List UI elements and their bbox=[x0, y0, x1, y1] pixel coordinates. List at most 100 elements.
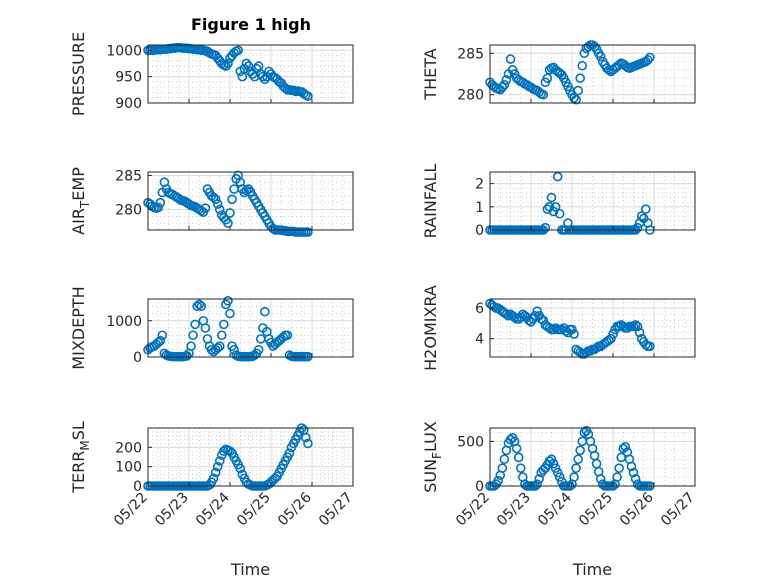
x-tick-label: 05/25 bbox=[576, 490, 616, 530]
x-tick-label: 05/26 bbox=[275, 489, 315, 529]
h2omixra-point bbox=[606, 333, 616, 344]
air-temp-point bbox=[212, 199, 223, 209]
sun-flux-point bbox=[511, 443, 522, 454]
mixdepth-point bbox=[260, 306, 270, 317]
axes-box bbox=[489, 44, 696, 104]
sun-flux-point bbox=[614, 463, 624, 473]
h2omixra-point bbox=[569, 329, 579, 339]
subplot-theta: 280 285 THETA bbox=[421, 40, 696, 105]
mixdepth-point bbox=[212, 343, 223, 353]
x-tick-label: 05/24 bbox=[193, 489, 233, 529]
y-tick-label: 6 bbox=[475, 301, 484, 317]
y-axis-label: AIRTEMP bbox=[69, 167, 92, 235]
terr-msl-point bbox=[303, 438, 313, 449]
sun-flux-point bbox=[571, 463, 581, 473]
mixdepth-point bbox=[253, 344, 264, 355]
y-tick-label: 280 bbox=[457, 88, 484, 104]
terr-msl-point bbox=[212, 461, 223, 472]
pressure-point bbox=[241, 58, 252, 69]
sun-flux-point bbox=[546, 454, 557, 465]
air-temp-point bbox=[223, 218, 233, 228]
sun-flux-point bbox=[550, 463, 561, 473]
mixdepth-point bbox=[196, 301, 207, 312]
rainfall-point bbox=[546, 192, 557, 203]
rainfall-point bbox=[636, 211, 647, 221]
theta-point bbox=[579, 48, 590, 59]
air-temp-point bbox=[214, 204, 225, 215]
air-temp-point bbox=[155, 197, 166, 208]
air-temp-point bbox=[241, 185, 252, 196]
mixdepth-point bbox=[155, 335, 166, 346]
subplot-rainfall: 0 1 2 RAINFALL bbox=[421, 164, 696, 239]
y-axis-label: TERRMSL bbox=[69, 421, 92, 494]
pressure-point bbox=[260, 74, 270, 85]
theta-point bbox=[604, 65, 614, 75]
x-tick-label: 05/23 bbox=[494, 490, 534, 530]
sun-flux-point bbox=[515, 463, 526, 473]
mixdepth-point bbox=[200, 323, 211, 333]
y-tick-label: 500 bbox=[457, 434, 484, 450]
pressure-point bbox=[233, 45, 243, 56]
terr-msl-point bbox=[210, 467, 221, 478]
sun-flux-point bbox=[569, 472, 579, 482]
y-tick-label: 200 bbox=[115, 440, 142, 456]
pressure-point bbox=[257, 71, 268, 82]
sun-flux-point bbox=[499, 454, 510, 465]
sun-flux-point bbox=[513, 452, 524, 463]
h2omixra-point bbox=[501, 309, 512, 320]
rainfall-point bbox=[540, 222, 551, 233]
axes-box bbox=[147, 171, 354, 231]
h2omixra-point bbox=[634, 327, 645, 338]
h2omixra-point bbox=[567, 324, 577, 335]
pressure-point bbox=[243, 61, 254, 71]
axes-box bbox=[489, 427, 696, 487]
figure-title: Figure 1 high bbox=[191, 15, 311, 34]
theta-point bbox=[501, 75, 512, 85]
x-tick-label: 05/27 bbox=[658, 490, 698, 530]
x-tick-label: 05/22 bbox=[111, 490, 151, 530]
y-axis-label: SUNFLUX bbox=[421, 421, 444, 493]
axes-box bbox=[489, 171, 696, 231]
theta-point bbox=[497, 82, 508, 93]
theta-point bbox=[505, 54, 516, 64]
mixdepth-point bbox=[182, 351, 192, 361]
terr-msl-point bbox=[301, 432, 311, 443]
sun-flux-point bbox=[493, 475, 504, 486]
air-temp-point bbox=[225, 208, 235, 218]
terr-msl-point bbox=[235, 463, 246, 474]
air-temp-point bbox=[200, 203, 211, 213]
theta-point bbox=[643, 55, 653, 65]
air-temp-point bbox=[153, 202, 164, 213]
axes-box bbox=[489, 298, 696, 358]
pressure-point bbox=[221, 61, 231, 71]
y-tick-label: 0 bbox=[133, 350, 142, 366]
h2omixra-point bbox=[532, 306, 542, 317]
mixdepth-point bbox=[219, 319, 229, 330]
x-tick-label: 05/24 bbox=[535, 489, 575, 529]
sun-flux-point bbox=[534, 474, 545, 484]
x-tick-label: 05/22 bbox=[453, 490, 493, 530]
sun-flux-point bbox=[554, 472, 565, 482]
x-tick-label: 05/26 bbox=[617, 489, 657, 529]
rainfall-point bbox=[548, 206, 559, 217]
sun-flux-point bbox=[595, 474, 606, 484]
axes-box bbox=[147, 298, 354, 358]
air-temp-point bbox=[227, 194, 237, 205]
x-tick-label: 05/25 bbox=[234, 490, 274, 530]
mixdepth-point bbox=[229, 344, 239, 355]
h2omixra-point bbox=[632, 321, 643, 332]
x-tick-label: 05/27 bbox=[316, 490, 356, 530]
mixdepth-point bbox=[206, 344, 217, 355]
sun-flux-point bbox=[628, 467, 639, 478]
theta-point bbox=[538, 89, 549, 100]
y-axis-label: RAINFALL bbox=[421, 164, 440, 239]
mixdepth-point bbox=[255, 334, 266, 344]
sun-flux-point bbox=[573, 454, 583, 465]
y-tick-label: 0 bbox=[133, 479, 142, 495]
y-axis-label: THETA bbox=[421, 48, 440, 100]
theta-point bbox=[569, 93, 579, 103]
theta-point bbox=[614, 60, 624, 70]
subplot-mixdepth: 0 1000 MIXDEPTH bbox=[69, 286, 354, 370]
pressure-point bbox=[223, 58, 233, 69]
y-tick-label: 900 bbox=[115, 96, 142, 112]
